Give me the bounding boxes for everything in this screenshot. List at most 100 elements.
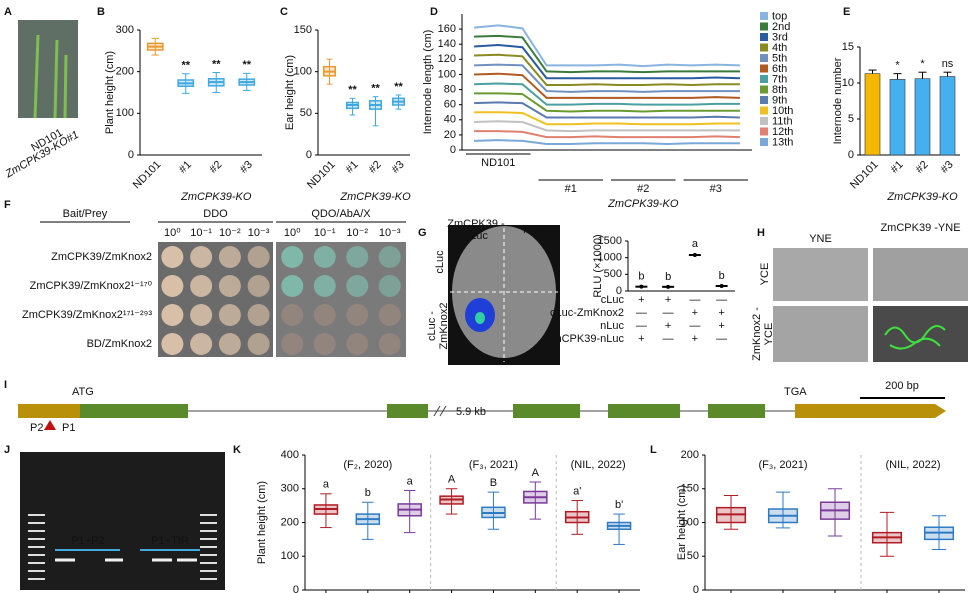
series-line: [474, 111, 740, 126]
y-tick-label: 500: [604, 268, 622, 280]
colony: [378, 333, 401, 355]
legend-label: 2nd: [772, 21, 790, 33]
micrograph: [773, 248, 868, 301]
legend-swatch: [760, 75, 768, 83]
legend-label: top: [772, 10, 787, 22]
x-tick-label: #2: [367, 159, 384, 176]
colony: [346, 275, 369, 297]
significance: **: [348, 84, 357, 96]
group-label: #3: [710, 183, 722, 195]
legend-label: 12th: [772, 126, 793, 138]
scale-label: 200 bp: [885, 380, 919, 392]
panel-letter: J: [4, 444, 10, 456]
panel-letter: F: [4, 199, 11, 211]
legend-swatch: [760, 12, 768, 20]
primer: P1: [62, 422, 75, 434]
table-mark: +: [692, 307, 698, 319]
exon: [387, 404, 428, 418]
table-label: ZmCPK39-nLuc: [546, 333, 625, 345]
letter: b: [719, 270, 725, 282]
y-tick-label: 10: [842, 77, 854, 89]
series-line: [474, 92, 740, 113]
y-tick-label: 160: [438, 23, 456, 35]
construct-label: ZmCPK39/ZmKnox2: [51, 251, 152, 263]
bar: [889, 79, 906, 156]
y-tick-label: 1000: [598, 252, 622, 264]
point: [639, 284, 644, 289]
construct-label: ZmCPK39/ZmKnox2¹⁷¹⁻²⁹³: [22, 309, 152, 321]
panel-letter: I: [4, 379, 7, 391]
colony: [218, 333, 241, 355]
column-label: YNE: [809, 233, 832, 245]
micrograph: [873, 248, 968, 301]
utr: [18, 404, 80, 418]
y-tick-label: 100: [438, 68, 456, 80]
x-tick-label: #1: [177, 159, 194, 176]
table-mark: —: [636, 320, 647, 332]
letter: a: [692, 238, 699, 250]
legend-swatch: [760, 117, 768, 125]
table-mark: +: [692, 333, 698, 345]
exon: [80, 404, 188, 418]
plant-photo: [18, 20, 78, 118]
colony: [161, 275, 184, 297]
significance: ns: [942, 58, 954, 70]
x-tick-label: #2: [914, 159, 931, 176]
legend-label: 9th: [772, 94, 787, 106]
letter: b: [665, 271, 671, 283]
y-axis-label: Ear height (cm): [284, 55, 296, 130]
group-label: ZmCPK39-KO: [886, 191, 958, 203]
dilution-label: 10⁻¹: [190, 227, 212, 239]
dilution-label: 10⁰: [164, 227, 181, 239]
legend-label: 10th: [772, 105, 793, 117]
y-tick-label: 50: [687, 550, 699, 562]
x-tick-label: #1: [344, 159, 361, 176]
legend-swatch: [760, 127, 768, 136]
table-label: cLuc: [601, 294, 625, 306]
table-mark: —: [636, 307, 647, 319]
y-axis-label: Internode length (cm): [422, 30, 434, 135]
x-tick-label: #3: [939, 159, 956, 176]
table-mark: —: [663, 307, 674, 319]
table-mark: +: [665, 294, 671, 306]
y-tick-label: 0: [450, 144, 456, 156]
y-tick-label: 120: [438, 53, 456, 65]
media-label: QDO/AbA/X: [311, 208, 371, 220]
colony: [346, 304, 369, 326]
row-label: cLuc: [434, 250, 446, 274]
y-tick-label: 200: [681, 449, 699, 461]
y-tick-label: 100: [681, 516, 699, 528]
table-label: cLuc-ZmKnox2: [550, 307, 624, 319]
codon: TGA: [784, 386, 807, 398]
panel-letter: H: [757, 227, 765, 239]
significance: **: [212, 58, 221, 70]
construct-label: BD/ZmKnox2: [87, 338, 152, 350]
y-tick-label: 0: [693, 584, 699, 593]
series-line: [474, 53, 740, 87]
panel-letter: D: [430, 6, 438, 18]
colony: [346, 246, 369, 268]
y-tick-label: 0: [616, 285, 622, 297]
y-tick-label: 150: [294, 24, 312, 36]
y-tick-label: 0: [848, 149, 854, 161]
letter: A: [448, 474, 456, 486]
group-label: (F₃, 2021): [758, 459, 807, 471]
letter: a: [407, 475, 414, 487]
series-line: [474, 43, 740, 80]
series-line: [474, 34, 740, 74]
x-tick-label: #2: [207, 159, 224, 176]
group-label: (NIL, 2022): [571, 459, 626, 471]
column-label: ZmCPK39 -YNE: [880, 222, 961, 234]
series-line: [474, 82, 740, 106]
series-line: [474, 130, 740, 139]
legend-swatch: [760, 138, 768, 146]
legend-label: 11th: [772, 115, 793, 127]
series-line: [474, 120, 740, 133]
colony: [190, 304, 213, 326]
y-tick-label: 1500: [598, 235, 622, 247]
colony: [190, 246, 213, 268]
panel-letter: E: [843, 6, 850, 18]
letter: B: [490, 477, 497, 489]
y-axis-label: Internode number: [832, 57, 844, 144]
colony: [247, 333, 270, 355]
